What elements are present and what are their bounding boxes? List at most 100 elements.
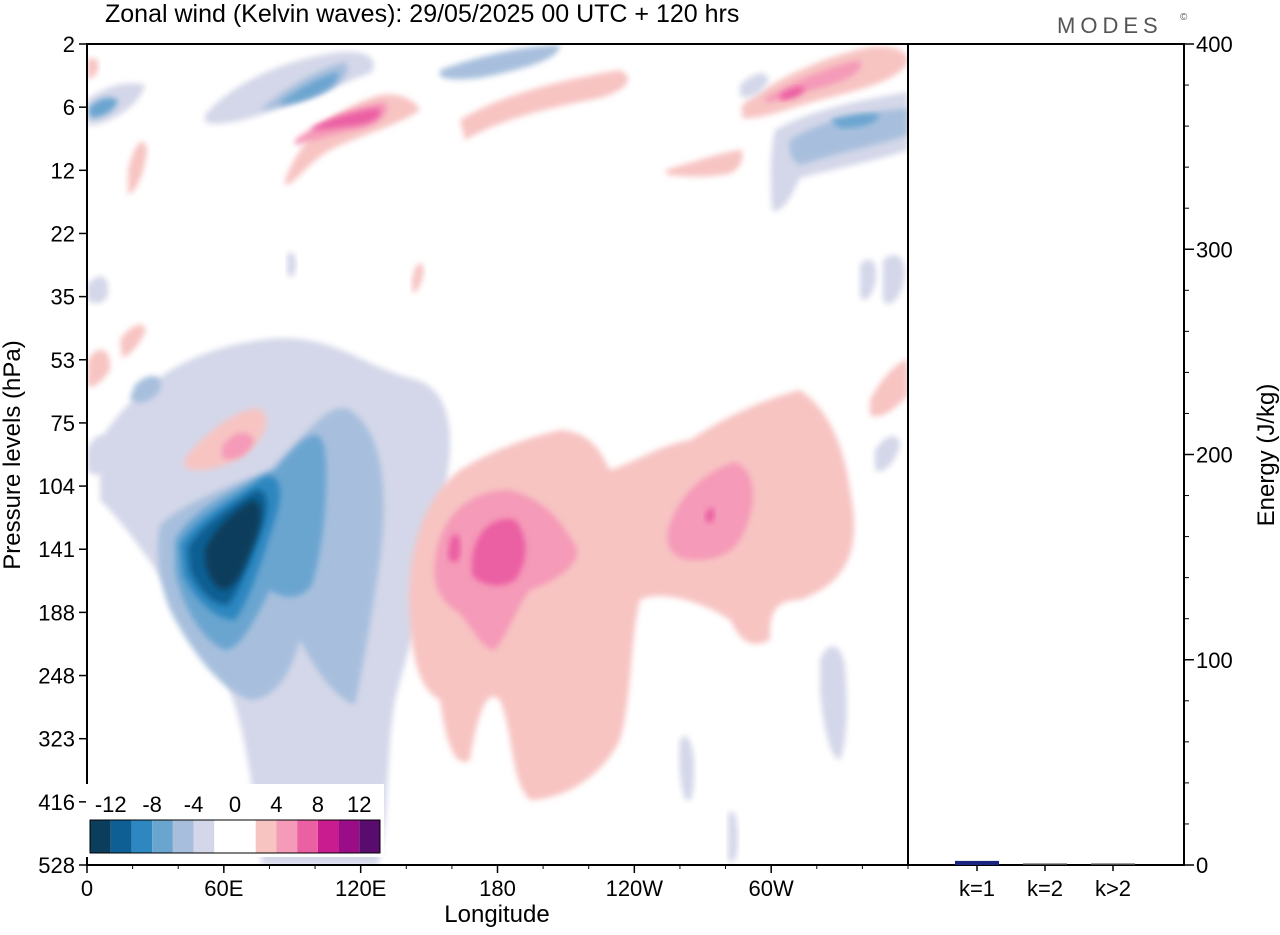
energy-bars: k=1 k=2 k>2 xyxy=(955,860,1135,901)
colorbar-swatch xyxy=(276,820,298,853)
y-tick-label: 323 xyxy=(38,727,75,752)
contour-region xyxy=(679,736,695,801)
colorbar-label: 8 xyxy=(312,792,324,817)
colorbar-swatch xyxy=(172,820,194,853)
contour-region xyxy=(204,500,261,590)
contour-region xyxy=(87,276,109,304)
contour-region xyxy=(883,255,905,304)
contour-region xyxy=(820,646,847,760)
energy-axis-label: Energy (J/kg) xyxy=(1253,384,1280,527)
colorbar-swatch xyxy=(193,820,215,853)
y-tick-label: 53 xyxy=(51,348,75,373)
energy-bar xyxy=(955,860,999,865)
colorbar-swatch xyxy=(131,820,153,853)
colorbar-label: 0 xyxy=(229,792,241,817)
colorbar-swatch xyxy=(235,820,256,853)
x-axis-label: Longitude xyxy=(444,901,549,928)
y-tick-label: 22 xyxy=(51,221,75,246)
chart-title: Zonal wind (Kelvin waves): 29/05/2025 00… xyxy=(105,0,739,28)
contour-region xyxy=(789,108,908,165)
contour-region xyxy=(412,263,424,293)
y-tick-label: 75 xyxy=(51,411,75,436)
x-axis: 0 60E 120E 180 120W 60W xyxy=(81,865,909,901)
contour-region xyxy=(222,433,254,460)
contour-region xyxy=(87,58,99,79)
y-tick-label: 6 xyxy=(63,95,75,120)
heatmap-field xyxy=(87,45,908,865)
x-tick-label: 120E xyxy=(335,876,386,901)
contour-region xyxy=(830,113,880,128)
energy-tick-label: 300 xyxy=(1196,237,1233,262)
energy-category-label: k=1 xyxy=(959,876,995,901)
contour-region xyxy=(87,349,111,387)
energy-axis: 0 100 200 300 400 xyxy=(1184,32,1233,878)
y-tick-label: 528 xyxy=(38,853,75,878)
y-tick-label: 2 xyxy=(63,32,75,57)
y-tick-label: 12 xyxy=(51,158,75,183)
colorbar-swatch xyxy=(110,820,132,853)
contour-region xyxy=(870,359,908,417)
colorbar-swatch xyxy=(90,820,111,853)
contour-region xyxy=(460,70,629,140)
colorbar-label: -12 xyxy=(95,792,127,817)
brand-text: MODES xyxy=(1057,13,1163,38)
brand-mark: © xyxy=(1180,12,1188,23)
energy-tick-label: 400 xyxy=(1196,32,1233,57)
colorbar-swatch xyxy=(214,820,235,853)
x-tick-label: 180 xyxy=(479,876,516,901)
y-tick-label: 248 xyxy=(38,664,75,689)
contour-region xyxy=(448,534,461,563)
contour-region xyxy=(88,97,118,118)
colorbar-swatch xyxy=(359,820,380,853)
contour-region xyxy=(875,435,900,472)
contour-region xyxy=(740,73,769,98)
contour-region xyxy=(285,94,420,185)
contour-region xyxy=(472,519,526,586)
energy-category-label: k=2 xyxy=(1027,876,1063,901)
x-tick-label: 60W xyxy=(749,876,794,901)
colorbar-swatch xyxy=(255,820,277,853)
contour-region xyxy=(87,435,115,475)
colorbar: -12 -8 -4 0 4 8 12 xyxy=(86,784,384,857)
y-tick-label: 416 xyxy=(38,790,75,815)
colorbar-label: 4 xyxy=(270,792,282,817)
contour-region xyxy=(665,150,743,177)
contour-region xyxy=(440,45,560,80)
contour-region xyxy=(860,259,877,300)
contour-region xyxy=(280,72,339,104)
contour-region xyxy=(185,408,267,471)
energy-frame xyxy=(907,43,1185,866)
colorbar-swatch xyxy=(152,820,173,853)
y-axis: 2 6 12 22 35 53 75 104 141 188 248 323 416 528 xyxy=(38,32,87,878)
contour-region xyxy=(312,108,381,130)
contour-region xyxy=(728,811,738,862)
x-tick-label: 0 xyxy=(81,876,93,901)
colorbar-label: -8 xyxy=(142,792,162,817)
energy-tick-label: 100 xyxy=(1196,648,1233,673)
energy-tick-label: 0 xyxy=(1196,853,1208,878)
y-tick-label: 141 xyxy=(38,537,75,562)
colorbar-swatch xyxy=(338,820,360,853)
energy-bar xyxy=(1091,863,1135,865)
y-tick-label: 188 xyxy=(38,600,75,625)
contour-region xyxy=(780,86,805,100)
y-axis-label: Pressure levels (hPa) xyxy=(0,340,26,569)
contour-region xyxy=(705,507,715,523)
colorbar-frame xyxy=(89,819,381,854)
colorbar-label: 12 xyxy=(347,792,371,817)
x-tick-label: 60E xyxy=(204,876,243,901)
contour-region xyxy=(128,141,147,195)
energy-category-label: k>2 xyxy=(1095,876,1131,901)
contour-region xyxy=(130,375,161,403)
x-tick-label: 120W xyxy=(606,876,664,901)
energy-tick-label: 200 xyxy=(1196,443,1233,468)
energy-bar xyxy=(1023,863,1067,865)
colorbar-swatch xyxy=(297,820,318,853)
y-tick-label: 104 xyxy=(38,474,75,499)
colorbar-swatch xyxy=(317,820,339,853)
modes-logo: MODES © xyxy=(1057,12,1188,38)
y-tick-label: 35 xyxy=(51,285,75,310)
contour-region xyxy=(287,252,297,277)
colorbar-label: -4 xyxy=(184,792,204,817)
